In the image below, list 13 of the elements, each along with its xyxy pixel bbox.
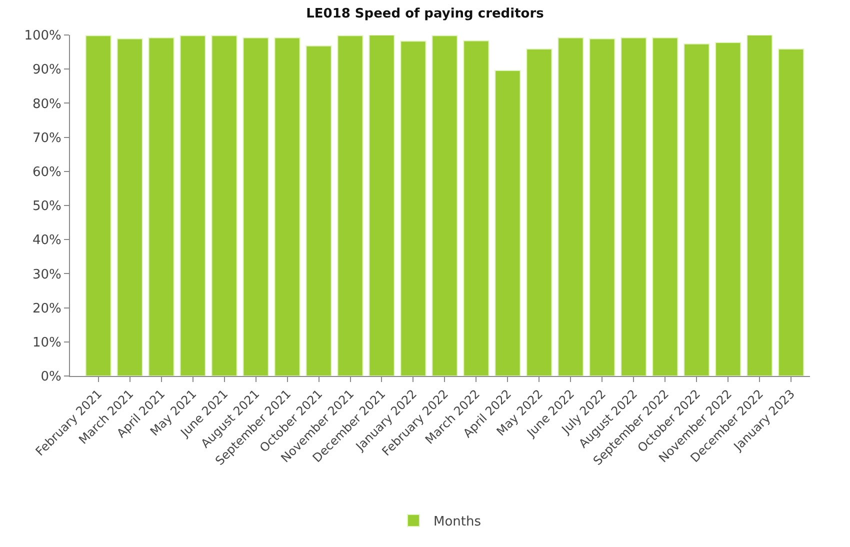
y-tick-label: 40% <box>32 233 62 248</box>
y-tick-label: 90% <box>32 62 62 78</box>
y-tick-label: 100% <box>24 28 62 44</box>
chart-title: LE018 Speed of paying creditors <box>306 6 544 22</box>
y-tick-label: 0% <box>40 370 62 385</box>
y-tick-label: 80% <box>32 96 62 112</box>
legend-label: Months <box>434 514 482 530</box>
y-tick-label: 60% <box>32 164 62 180</box>
y-tick-label: 30% <box>32 267 62 282</box>
y-tick-label: 70% <box>32 130 62 146</box>
y-tick-label: 10% <box>32 335 62 350</box>
y-tick-label: 50% <box>32 199 62 214</box>
y-tick-label: 20% <box>32 301 62 316</box>
